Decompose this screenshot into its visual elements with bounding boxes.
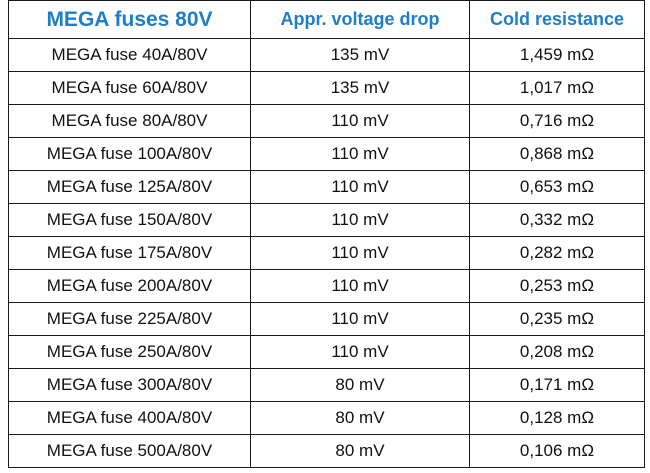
fuse-name-cell: MEGA fuse 150A/80V xyxy=(8,203,251,237)
table-row: MEGA fuse 80A/80V 110 mV 0,716 mΩ xyxy=(8,104,645,138)
table-row: MEGA fuse 500A/80V 80 mV 0,106 mΩ xyxy=(8,434,645,468)
table-row: MEGA fuse 300A/80V 80 mV 0,171 mΩ xyxy=(8,368,645,402)
fuse-name-cell: MEGA fuse 200A/80V xyxy=(8,269,251,303)
fuse-name-cell: MEGA fuse 175A/80V xyxy=(8,236,251,270)
header-fuse-type: MEGA fuses 80V xyxy=(8,0,251,39)
voltage-drop-cell: 110 mV xyxy=(250,335,470,369)
table-row: MEGA fuse 200A/80V 110 mV 0,253 mΩ xyxy=(8,269,645,303)
cold-resistance-cell: 0,253 mΩ xyxy=(469,269,645,303)
cold-resistance-cell: 0,208 mΩ xyxy=(469,335,645,369)
fuse-name-cell: MEGA fuse 125A/80V xyxy=(8,170,251,204)
cold-resistance-cell: 0,171 mΩ xyxy=(469,368,645,402)
cold-resistance-cell: 0,282 mΩ xyxy=(469,236,645,270)
table-row: MEGA fuse 40A/80V 135 mV 1,459 mΩ xyxy=(8,38,645,72)
cold-resistance-cell: 0,106 mΩ xyxy=(469,434,645,468)
header-cold-resistance: Cold resistance xyxy=(469,0,645,39)
fuse-name-cell: MEGA fuse 500A/80V xyxy=(8,434,251,468)
table-row: MEGA fuse 125A/80V 110 mV 0,653 mΩ xyxy=(8,170,645,204)
fuse-name-cell: MEGA fuse 250A/80V xyxy=(8,335,251,369)
voltage-drop-cell: 110 mV xyxy=(250,269,470,303)
header-row: MEGA fuses 80V Appr. voltage drop Cold r… xyxy=(8,0,645,39)
header-voltage-drop: Appr. voltage drop xyxy=(250,0,470,39)
table-row: MEGA fuse 175A/80V 110 mV 0,282 mΩ xyxy=(8,236,645,270)
cold-resistance-cell: 1,459 mΩ xyxy=(469,38,645,72)
voltage-drop-cell: 110 mV xyxy=(250,203,470,237)
cold-resistance-cell: 0,332 mΩ xyxy=(469,203,645,237)
table-row: MEGA fuse 150A/80V 110 mV 0,332 mΩ xyxy=(8,203,645,237)
table-row: MEGA fuse 100A/80V 110 mV 0,868 mΩ xyxy=(8,137,645,171)
cold-resistance-cell: 0,868 mΩ xyxy=(469,137,645,171)
voltage-drop-cell: 110 mV xyxy=(250,302,470,336)
cold-resistance-cell: 0,128 mΩ xyxy=(469,401,645,435)
fuse-name-cell: MEGA fuse 100A/80V xyxy=(8,137,251,171)
voltage-drop-cell: 80 mV xyxy=(250,401,470,435)
fuse-name-cell: MEGA fuse 300A/80V xyxy=(8,368,251,402)
table-row: MEGA fuse 400A/80V 80 mV 0,128 mΩ xyxy=(8,401,645,435)
fuse-name-cell: MEGA fuse 80A/80V xyxy=(8,104,251,138)
table-row: MEGA fuse 250A/80V 110 mV 0,208 mΩ xyxy=(8,335,645,369)
fuse-spec-table: MEGA fuses 80V Appr. voltage drop Cold r… xyxy=(8,0,645,468)
voltage-drop-cell: 110 mV xyxy=(250,104,470,138)
fuse-name-cell: MEGA fuse 225A/80V xyxy=(8,302,251,336)
cold-resistance-cell: 0,716 mΩ xyxy=(469,104,645,138)
fuse-name-cell: MEGA fuse 400A/80V xyxy=(8,401,251,435)
fuse-name-cell: MEGA fuse 60A/80V xyxy=(8,71,251,105)
cold-resistance-cell: 1,017 mΩ xyxy=(469,71,645,105)
voltage-drop-cell: 110 mV xyxy=(250,137,470,171)
voltage-drop-cell: 110 mV xyxy=(250,236,470,270)
voltage-drop-cell: 80 mV xyxy=(250,434,470,468)
cold-resistance-cell: 0,235 mΩ xyxy=(469,302,645,336)
voltage-drop-cell: 135 mV xyxy=(250,38,470,72)
voltage-drop-cell: 110 mV xyxy=(250,170,470,204)
table-row: MEGA fuse 60A/80V 135 mV 1,017 mΩ xyxy=(8,71,645,105)
fuse-name-cell: MEGA fuse 40A/80V xyxy=(8,38,251,72)
voltage-drop-cell: 135 mV xyxy=(250,71,470,105)
voltage-drop-cell: 80 mV xyxy=(250,368,470,402)
cold-resistance-cell: 0,653 mΩ xyxy=(469,170,645,204)
table-row: MEGA fuse 225A/80V 110 mV 0,235 mΩ xyxy=(8,302,645,336)
